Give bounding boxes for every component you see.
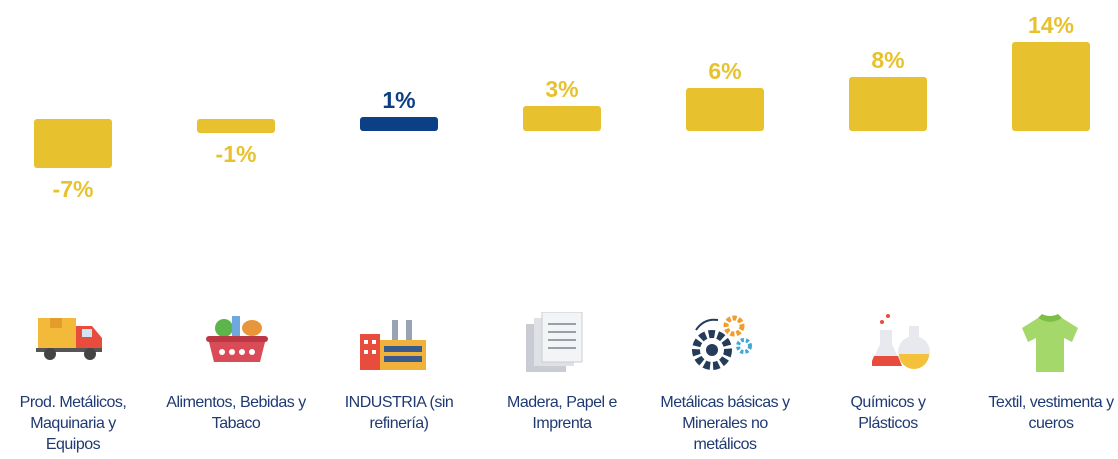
bar xyxy=(360,117,438,131)
value-label: -1% xyxy=(215,140,257,167)
icon-flasks xyxy=(872,314,930,369)
value-label: 1% xyxy=(382,87,416,114)
icon-basket xyxy=(206,316,268,362)
icon-shirt xyxy=(1022,314,1078,372)
icon-truck xyxy=(36,318,102,360)
bar xyxy=(1012,41,1090,131)
icon-papers xyxy=(526,312,583,372)
icon-factory xyxy=(360,320,426,370)
category-label: Alimentos, Bebidas y Tabaco xyxy=(166,394,306,432)
bar xyxy=(34,119,112,168)
bar xyxy=(197,119,275,133)
category-label: Prod. Metálicos, Maquinaria y Equipos xyxy=(19,394,127,453)
value-label: 14% xyxy=(1027,11,1075,38)
value-label: 6% xyxy=(708,58,742,85)
bar xyxy=(849,76,927,131)
bar xyxy=(523,105,601,131)
category-label: Madera, Papel e Imprenta xyxy=(507,394,617,432)
value-label: -7% xyxy=(52,175,94,202)
category-label: INDUSTRIA (sin refinería) xyxy=(344,394,454,432)
category-label: Químicos y Plásticos xyxy=(850,394,926,432)
value-label: 8% xyxy=(871,46,905,73)
bar xyxy=(686,88,764,131)
category-label: Metálicas básicas y Minerales no metálic… xyxy=(660,394,790,453)
category-label: Textil, vestimenta y cueros xyxy=(988,394,1114,432)
icon-gears xyxy=(692,315,752,370)
value-label: 3% xyxy=(545,75,579,102)
